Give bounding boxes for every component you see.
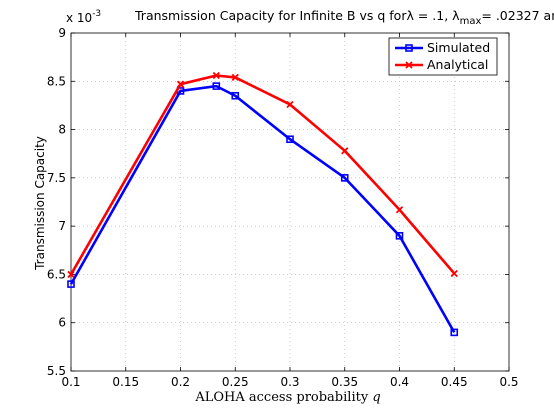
data-point-analytical bbox=[231, 73, 239, 82]
legend-label-analytical: Analytical bbox=[427, 57, 488, 72]
x-tick-label: 0.1 bbox=[61, 375, 80, 389]
y-tick-labels: 5.5 6 6.5 7 7.5 8 8.5 9 bbox=[47, 26, 66, 378]
y-tick-label: 5.5 bbox=[47, 364, 66, 378]
x-tick-labels: 0.1 0.15 0.2 0.25 0.3 0.35 0.4 0.45 0.5 bbox=[61, 375, 518, 389]
legend-label-simulated: Simulated bbox=[427, 40, 490, 55]
y-multiplier-base: x 10 bbox=[66, 11, 92, 25]
y-axis-label: Transmission Capacity bbox=[33, 136, 47, 271]
y-multiplier-exp: -3 bbox=[92, 9, 101, 19]
y-tick-label: 6 bbox=[58, 316, 66, 330]
title-prefix: Transmission Capacity for Infinite B vs … bbox=[134, 8, 407, 23]
data-point-simulated bbox=[212, 82, 221, 90]
data-point-analytical bbox=[395, 206, 404, 214]
data-point-analytical bbox=[450, 269, 458, 278]
legend-marker-analytical bbox=[405, 61, 413, 69]
x-tick-label: 0.15 bbox=[112, 375, 139, 389]
title-lambda-max-sub: max bbox=[460, 16, 482, 27]
x-tick-label: 0.45 bbox=[441, 375, 468, 389]
data-point-simulated bbox=[340, 174, 349, 182]
data-point-analytical bbox=[67, 270, 75, 279]
y-tick-label: 9 bbox=[58, 26, 66, 40]
x-tick-label: 0.5 bbox=[499, 375, 518, 389]
grid-lines bbox=[71, 33, 509, 371]
y-tick-label: 8 bbox=[58, 123, 66, 137]
legend-box bbox=[388, 37, 498, 76]
data-point-analytical bbox=[176, 80, 185, 88]
y-tick-label: 7.5 bbox=[47, 171, 66, 185]
lambda-max-symbol: λ bbox=[452, 8, 460, 23]
y-tick-label: 6.5 bbox=[47, 267, 66, 281]
series-line-analytical bbox=[69, 74, 456, 276]
x-tick-label: 0.4 bbox=[390, 375, 409, 389]
data-point-analytical bbox=[286, 100, 294, 109]
title-suffix: = .02327 and p=.5 bbox=[481, 8, 554, 23]
data-point-simulated bbox=[67, 280, 75, 288]
legend: Simulated Analytical bbox=[388, 37, 498, 76]
legend-marker-simulated bbox=[405, 44, 413, 52]
x-tick-label: 0.25 bbox=[222, 375, 249, 389]
data-point-simulated bbox=[395, 232, 404, 240]
data-point-simulated bbox=[450, 328, 459, 337]
x-axis-label-var: q bbox=[372, 390, 380, 405]
lambda-symbol: λ bbox=[406, 8, 414, 23]
data-point-simulated bbox=[231, 91, 240, 100]
x-axis-label: ALOHA access probability q bbox=[194, 390, 380, 405]
chart-title: Transmission Capacity for Infinite B vs … bbox=[134, 8, 554, 27]
data-point-analytical bbox=[212, 71, 220, 80]
y-multiplier: x 10-3 bbox=[66, 9, 101, 25]
x-axis-label-text: ALOHA access probability bbox=[194, 390, 372, 405]
y-tick-label: 7 bbox=[58, 219, 66, 233]
plot-area bbox=[67, 32, 510, 372]
data-point-simulated bbox=[286, 135, 294, 144]
y-tick-label: 8.5 bbox=[47, 74, 66, 88]
x-tick-label: 0.2 bbox=[171, 375, 190, 389]
x-tick-label: 0.3 bbox=[280, 375, 299, 389]
series-line-simulated bbox=[69, 84, 456, 334]
title-lambda-part: = .1, bbox=[414, 8, 452, 23]
data-point-analytical bbox=[341, 147, 349, 155]
x-tick-label: 0.35 bbox=[331, 375, 358, 389]
